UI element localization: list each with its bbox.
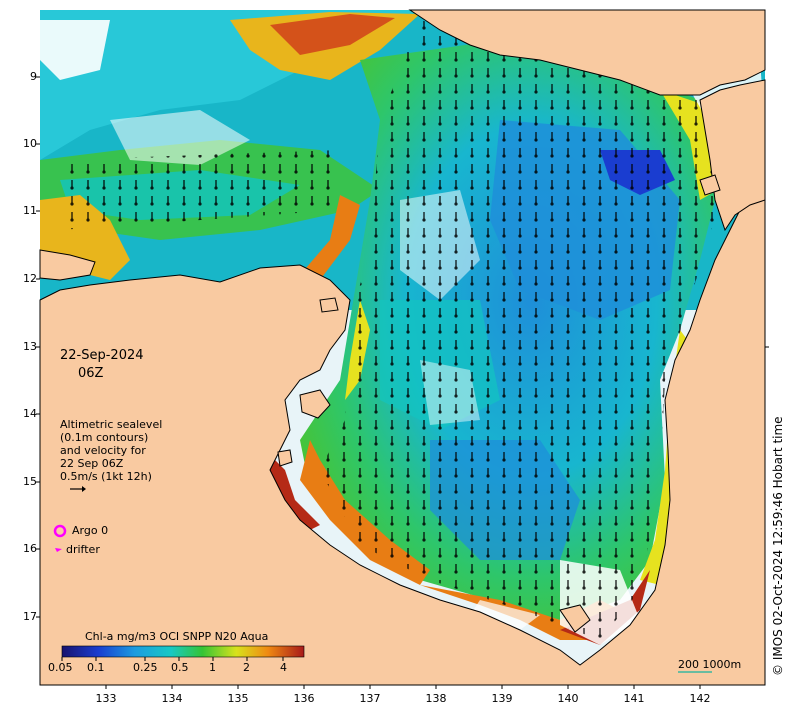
argo-marker-icon <box>53 524 67 538</box>
australia-mainland <box>39 194 766 686</box>
lon-tick-135: 135 <box>227 692 249 705</box>
colorbar-tick: 0.5 <box>171 661 189 674</box>
date-label: 22-Sep-2024 <box>60 348 144 363</box>
drifter-marker-icon <box>55 548 62 552</box>
lat-tick-14: 14 <box>23 407 37 420</box>
colorbar-tick: 4 <box>280 661 287 674</box>
time-label: 06Z <box>78 366 104 381</box>
colorbar-tick: 1 <box>209 661 216 674</box>
legend-line-1: Altimetric sealevel <box>60 418 163 431</box>
lon-tick-140: 140 <box>557 692 579 705</box>
colorbar-tick: 0.25 <box>133 661 158 674</box>
lat-tick-9: 9 <box>30 70 37 83</box>
velocity-arrows <box>60 20 740 640</box>
argo-label: Argo 0 <box>72 524 109 537</box>
lon-tick-137: 137 <box>359 692 381 705</box>
lat-tick-11: 11 <box>23 204 37 217</box>
lat-tick-10: 10 <box>23 137 37 150</box>
lat-tick-13: 13 <box>23 340 37 353</box>
colorbar-title: Chl-a mg/m3 OCI SNPP N20 Aqua <box>85 630 269 643</box>
lat-tick-15: 15 <box>23 475 37 488</box>
lat-tick-16: 16 <box>23 542 37 555</box>
depth-scale-label: 200 1000m <box>678 658 742 671</box>
lon-tick-142: 142 <box>689 692 711 705</box>
colorbar-tick: 0.1 <box>87 661 105 674</box>
lon-tick-133: 133 <box>95 692 117 705</box>
colorbar <box>61 645 305 658</box>
colorbar-tick: 2 <box>243 661 250 674</box>
new-guinea <box>408 9 766 96</box>
legend-line-2: (0.1m contours) <box>60 431 149 444</box>
imos-timestamp: © IMOS 02-Oct-2024 12:59:46 Hobart time <box>771 416 785 676</box>
lon-tick-139: 139 <box>491 692 513 705</box>
lon-tick-134: 134 <box>161 692 183 705</box>
lon-tick-138: 138 <box>425 692 447 705</box>
lon-tick-136: 136 <box>293 692 315 705</box>
colorbar-tick: 0.05 <box>48 661 73 674</box>
groote-eylandt <box>299 389 331 419</box>
lat-tick-12: 12 <box>23 272 37 285</box>
lat-tick-17: 17 <box>23 610 37 623</box>
cape-york <box>699 79 766 232</box>
axis-ticks <box>36 76 769 689</box>
legend-line-5: 0.5m/s (1kt 12h) <box>60 470 152 483</box>
lon-tick-141: 141 <box>623 692 645 705</box>
drifter-label: drifter <box>66 543 100 556</box>
legend-line-4: 22 Sep 06Z <box>60 457 124 470</box>
legend-line-3: and velocity for <box>60 444 146 457</box>
